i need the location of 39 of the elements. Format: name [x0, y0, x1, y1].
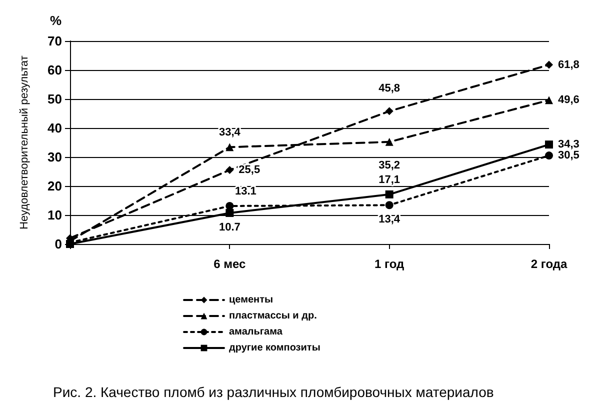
point: [226, 143, 234, 152]
data-label: 17,1: [378, 174, 400, 186]
point: [545, 96, 553, 104]
y-axis-title: Неудовлетворительный результат: [18, 56, 30, 230]
data-label: 13.1: [234, 186, 256, 198]
data-label: 35,2: [378, 159, 400, 172]
point: [545, 140, 553, 149]
data-label: 49,6: [558, 94, 580, 106]
x-tick-label: 1 год: [374, 257, 405, 271]
data-label: 61,8: [558, 58, 580, 71]
legend-label: другие композиты: [229, 342, 320, 354]
legend-label: цементы: [229, 294, 274, 306]
y-tick-label: 0: [54, 236, 62, 252]
y-tick-label: 40: [48, 120, 62, 136]
point: [385, 107, 394, 116]
y-tick-label: 50: [48, 92, 62, 106]
text: %: [50, 13, 62, 28]
y-tick-label: 30: [48, 150, 62, 164]
y-tick-label: 20: [48, 178, 62, 194]
legend-label: амальгама: [229, 326, 283, 338]
point: [385, 138, 394, 146]
y-tick-label: 10: [48, 208, 62, 222]
x-tick-label: 6 мес: [214, 257, 246, 271]
point: [226, 208, 234, 217]
point: [226, 166, 234, 174]
data-label: 30,5: [558, 150, 580, 162]
text: Рис. 2. Качество пломб из различных пломбировочных материалов: [53, 384, 494, 400]
point: [385, 201, 394, 210]
y-tick-label: 70: [48, 34, 62, 48]
point: [385, 190, 394, 198]
data-label: 34,3: [558, 138, 580, 151]
data-label: 45,8: [378, 82, 400, 95]
data-label: 25,5: [238, 164, 260, 176]
point: [545, 152, 553, 160]
x-tick-label: 2 года: [530, 257, 568, 271]
point: [545, 60, 553, 69]
legend-label: пластмассы и др.: [229, 310, 318, 322]
data-label: 10.7: [218, 221, 240, 234]
y-tick-label: 60: [48, 62, 62, 78]
